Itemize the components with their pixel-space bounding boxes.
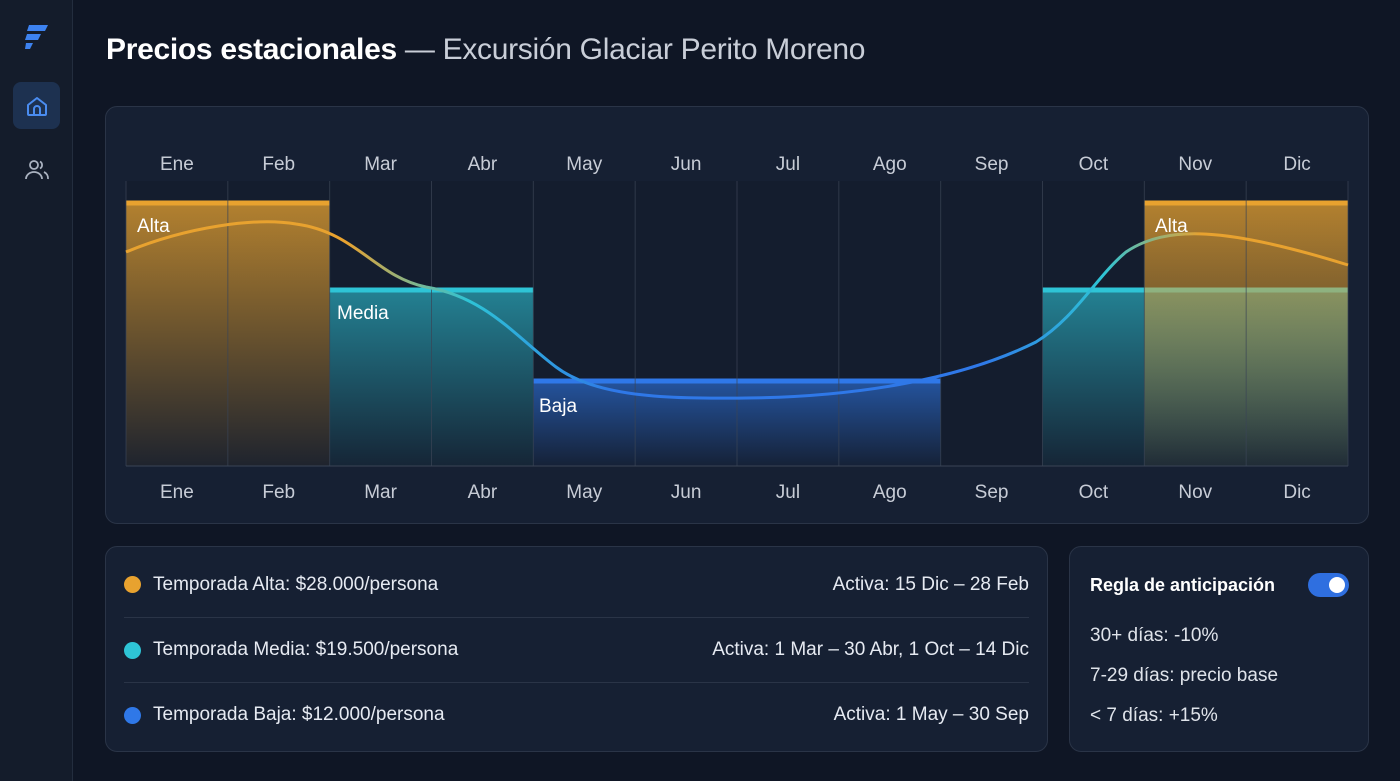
- month-label-top: Sep: [975, 154, 1009, 175]
- month-label-top: Ene: [160, 154, 194, 175]
- sidebar: [0, 0, 73, 781]
- month-label-top: Jul: [776, 154, 800, 175]
- legend-active-range: Activa: 15 Dic – 28 Feb: [832, 573, 1029, 595]
- legend-dot: [124, 641, 141, 659]
- month-label-top: Ago: [873, 154, 907, 175]
- legend-active-range: Activa: 1 May – 30 Sep: [833, 704, 1029, 725]
- band-label-media: Media: [337, 303, 389, 324]
- month-label-top: Nov: [1178, 154, 1212, 175]
- month-label-bottom: Oct: [1079, 482, 1109, 503]
- season-chart: Alta Alta Media Baja Ene Ene Feb Feb Mar Mar Abr Ab…: [105, 106, 1369, 524]
- sidebar-item-users[interactable]: [13, 146, 60, 193]
- chart-svg: Alta Alta Media Baja Ene Ene Feb Feb Mar Mar Abr Ab…: [125, 154, 1349, 503]
- month-label-bottom: Sep: [975, 482, 1009, 503]
- month-label-bottom: Feb: [262, 482, 295, 503]
- band-label-baja: Baja: [539, 396, 577, 417]
- month-label-bottom: Jul: [776, 482, 800, 503]
- legend-label: Temporada Media: $19.500/persona: [153, 639, 459, 660]
- band-label-alta: Alta: [137, 216, 170, 237]
- band-label-alta: Alta: [1155, 216, 1188, 237]
- legend-label: Temporada Alta: $28.000/persona: [153, 573, 439, 595]
- legend-label: Temporada Baja: $12.000/persona: [153, 704, 445, 725]
- title-separator: —: [396, 33, 443, 66]
- month-label-bottom: May: [566, 482, 602, 503]
- month-label-top: Dic: [1283, 154, 1310, 175]
- season-legend: Temporada Alta: $28.000/persona Activa: 1…: [105, 546, 1048, 752]
- legend-active-range: Activa: 1 Mar – 30 Abr, 1 Oct – 14 Dic: [712, 639, 1029, 660]
- rule-item: 7-29 días: precio base: [1090, 665, 1279, 686]
- month-label-top: May: [566, 154, 602, 175]
- month-label-top: Oct: [1079, 154, 1109, 175]
- month-label-bottom: Ago: [873, 482, 907, 503]
- users-icon: [24, 159, 49, 179]
- rule-title: Regla de anticipación: [1090, 575, 1276, 595]
- month-label-top: Feb: [262, 154, 295, 175]
- rule-toggle[interactable]: [1308, 573, 1349, 597]
- page-subtitle: Excursión Glaciar Perito Moreno: [442, 33, 866, 66]
- legend-item: Temporada Alta: $28.000/persona Activa: 1…: [124, 552, 1029, 617]
- month-label-top: Mar: [364, 154, 397, 175]
- page-title-main: Precios estacionales: [106, 33, 397, 66]
- legend-dot: [124, 576, 141, 593]
- month-label-bottom: Abr: [468, 482, 498, 503]
- month-label-bottom: Nov: [1178, 482, 1212, 503]
- month-label-bottom: Dic: [1283, 482, 1310, 503]
- legend-dot: [124, 706, 141, 724]
- logo-icon: [25, 25, 48, 49]
- rule-item: 30+ días: -10%: [1090, 625, 1219, 646]
- advance-rule-card: Regla de anticipación 30+ días: -10% 7-2…: [1069, 546, 1369, 752]
- page-title: Precios estacionales — Excursión Glaciar…: [106, 33, 865, 67]
- legend-item: Temporada Media: $19.500/persona Activa: …: [124, 617, 1029, 682]
- month-label-bottom: Jun: [671, 482, 702, 503]
- rule-item: < 7 días: +15%: [1090, 705, 1218, 726]
- month-label-top: Abr: [468, 154, 498, 175]
- home-icon: [26, 96, 47, 116]
- price-curve: [125, 220, 1349, 400]
- sidebar-item-home[interactable]: [13, 82, 60, 129]
- month-label-bottom: Mar: [364, 482, 397, 503]
- month-label-bottom: Ene: [160, 482, 194, 503]
- legend-item: Temporada Baja: $12.000/persona Activa: 1…: [124, 682, 1029, 747]
- month-label-top: Jun: [671, 154, 702, 175]
